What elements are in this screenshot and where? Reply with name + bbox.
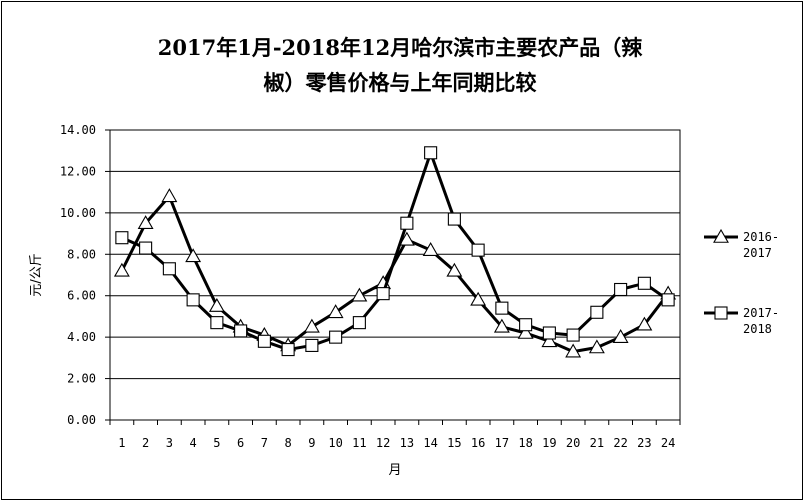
square-point [400, 216, 414, 230]
x-tick-label: 7 [261, 436, 268, 450]
x-tick-label: 6 [237, 436, 244, 450]
square-point [566, 328, 580, 342]
triangle-point [470, 291, 487, 306]
x-tick-label: 15 [447, 436, 461, 450]
legend-entry-1: 2016- 2017 [704, 228, 779, 260]
x-tick-label: 20 [566, 436, 580, 450]
x-tick-label: 16 [471, 436, 485, 450]
x-tick-label: 13 [400, 436, 414, 450]
x-tick-label: 12 [376, 436, 390, 450]
triangle-point [398, 231, 415, 246]
series-layer [113, 146, 677, 358]
square-point [234, 324, 248, 338]
x-tick-label: 5 [213, 436, 220, 450]
chart-title-line-2: 椒）零售价格与上年同期比较 [263, 70, 537, 95]
y-tick-label: 2.00 [67, 372, 96, 386]
square-point [637, 276, 651, 290]
x-tick-label: 24 [661, 436, 675, 450]
triangle-point [612, 329, 629, 343]
x-tick-label: 4 [190, 436, 197, 450]
triangle-point [541, 333, 558, 348]
triangle-point [351, 287, 368, 302]
square-point [352, 316, 366, 330]
legend-triangle-icon [713, 228, 729, 243]
x-tick-label: 2 [142, 436, 149, 450]
x-tick-label: 23 [637, 436, 651, 450]
square-point [447, 212, 461, 226]
square-point [590, 305, 604, 319]
square-point [471, 243, 485, 257]
legend-entry-2: 2017- 2018 [704, 306, 779, 336]
square-point [542, 326, 556, 340]
square-point [257, 334, 271, 348]
x-tick-label: 19 [542, 436, 556, 450]
triangle-point [636, 316, 653, 331]
y-tick-label: 12.00 [60, 164, 96, 178]
legend-label: 2016- [743, 230, 779, 244]
triangle-point [446, 262, 463, 277]
x-tick-label: 21 [590, 436, 604, 450]
square-point [281, 343, 295, 357]
chart-title: 2017年1月-2018年12月哈尔滨市主要农产品（辣 椒）零售价格与上年同期比… [60, 30, 740, 100]
x-tick-label: 17 [495, 436, 509, 450]
triangle-point [113, 262, 130, 277]
square-point [162, 262, 176, 276]
series-2 [115, 146, 675, 357]
y-axis-label: 元/公斤 [29, 253, 44, 296]
triangle-point [185, 248, 202, 263]
triangle-point [565, 343, 582, 358]
chart-title-line-1: 2017年1月-2018年12月哈尔滨市主要农产品（辣 [157, 35, 643, 60]
square-point [186, 293, 200, 307]
y-axis-ticks: 0.00 2.00 4.00 6.00 8.00 10.00 12.00 14.00 [60, 123, 110, 427]
legend-label: 2017 [743, 246, 772, 260]
x-tick-label: 9 [308, 436, 315, 450]
y-tick-label: 14.00 [60, 123, 96, 137]
triangle-point [588, 339, 605, 354]
triangle-point [422, 242, 439, 256]
triangle-point [208, 297, 225, 312]
y-tick-label: 0.00 [67, 413, 96, 427]
legend-label: 2017- [743, 306, 779, 320]
series-1 [113, 188, 677, 358]
triangle-point [493, 318, 510, 333]
y-tick-label: 6.00 [67, 289, 96, 303]
y-tick-label: 10.00 [60, 206, 96, 220]
x-tick-label: 14 [423, 436, 437, 450]
x-axis-ticks: 1 2 3 4 5 6 7 8 9 10 11 12 13 14 15 16 17 18 19 20 21 22 23 24 [109, 420, 681, 450]
plot-area [109, 129, 681, 421]
square-point [305, 338, 319, 352]
square-point [519, 318, 533, 332]
square-point [329, 330, 343, 344]
x-tick-label: 11 [352, 436, 366, 450]
legend-label: 2018 [743, 322, 772, 336]
x-tick-label: 3 [166, 436, 173, 450]
triangle-point [303, 318, 320, 333]
square-point [115, 231, 129, 245]
x-tick-label: 22 [613, 436, 627, 450]
triangle-point [327, 304, 344, 319]
triangle-point [137, 215, 154, 230]
square-point [495, 301, 509, 315]
x-tick-label: 10 [328, 436, 342, 450]
y-tick-label: 4.00 [67, 330, 96, 344]
x-tick-label: 18 [518, 436, 532, 450]
x-tick-label: 8 [285, 436, 292, 450]
square-point [424, 146, 438, 160]
square-point [614, 282, 628, 297]
legend: 2016- 2017 2017- 2018 [704, 228, 779, 336]
square-point [661, 293, 675, 307]
legend-square-icon [714, 306, 728, 320]
square-point [210, 316, 224, 330]
triangle-point [517, 324, 534, 339]
series-line [120, 194, 670, 354]
x-axis-label: 月 [388, 463, 401, 478]
square-point [139, 241, 153, 255]
triangle-point [161, 188, 178, 203]
series-line [121, 151, 669, 352]
y-tick-label: 8.00 [67, 247, 96, 261]
square-point [376, 287, 390, 301]
x-tick-label: 1 [118, 436, 125, 450]
